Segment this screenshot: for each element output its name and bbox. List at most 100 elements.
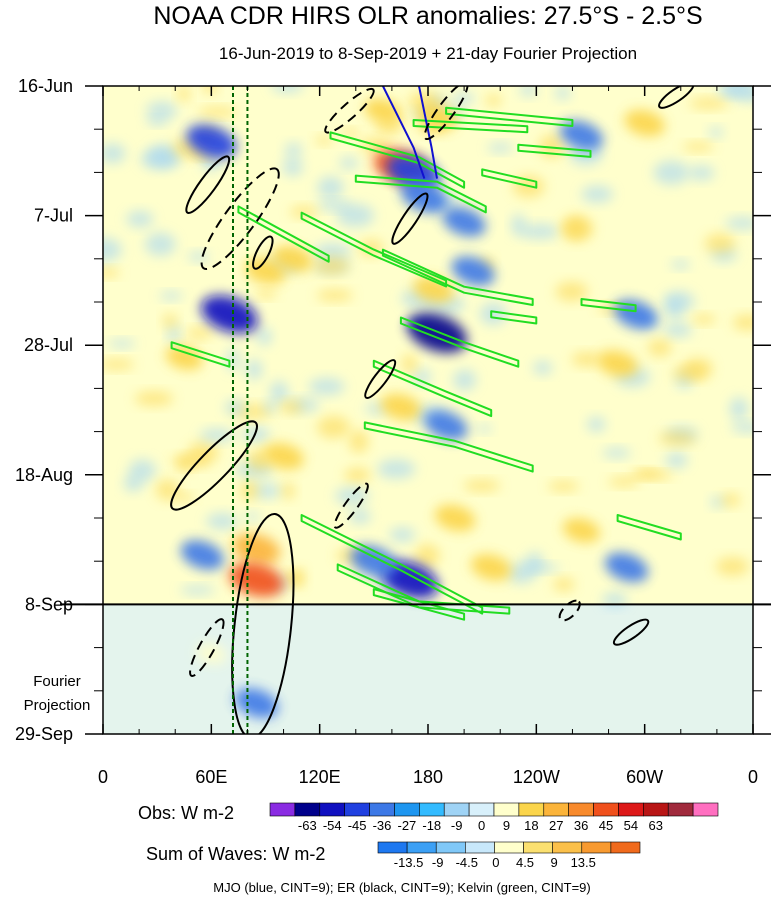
obs-colorbar-swatch bbox=[692, 802, 719, 817]
anomaly-feature bbox=[559, 120, 604, 151]
texture-blob bbox=[349, 429, 369, 454]
texture-blob bbox=[602, 447, 631, 458]
texture-blob bbox=[177, 86, 191, 102]
texture-blob bbox=[146, 117, 168, 126]
texture-blob bbox=[688, 98, 729, 109]
texture-blob bbox=[485, 94, 502, 107]
texture-blob bbox=[710, 496, 726, 508]
y-axis: 16-Jun 7-Jul 28-Jul 18-Aug 8-Sep 29-Sep bbox=[15, 76, 771, 744]
projection-region bbox=[103, 604, 753, 734]
obs-colorbar-swatch bbox=[593, 802, 619, 817]
waves-colorbar-swatch bbox=[406, 841, 437, 854]
obs-colorbar-swatch bbox=[269, 802, 296, 817]
texture-blob bbox=[197, 106, 238, 117]
anomaly-feature bbox=[201, 295, 258, 334]
texture-blob bbox=[519, 224, 560, 240]
anomaly-feature bbox=[350, 545, 398, 577]
y-tick-label: 8-Sep bbox=[25, 594, 73, 614]
obs-colorbar-level: 18 bbox=[524, 818, 538, 833]
texture-blob bbox=[717, 86, 745, 97]
waves-colorbar-level: 13.5 bbox=[571, 855, 596, 870]
texture-blob bbox=[547, 481, 580, 492]
texture-blob bbox=[256, 327, 272, 346]
kelvin-contour bbox=[412, 119, 529, 134]
waves-colorbar-level: 4.5 bbox=[516, 855, 534, 870]
texture-blob bbox=[344, 467, 371, 483]
kelvin-contour bbox=[481, 168, 538, 189]
texture-blob bbox=[146, 101, 178, 120]
texture-blob bbox=[103, 143, 126, 164]
er-contour-dashed bbox=[200, 167, 280, 270]
texture-blob bbox=[126, 210, 154, 228]
obs-colorbar-swatch bbox=[344, 802, 370, 817]
kelvin-contour bbox=[237, 205, 330, 263]
anomaly-feature bbox=[451, 256, 495, 286]
texture-blob bbox=[103, 267, 120, 278]
texture-blob bbox=[144, 232, 176, 256]
texture-blob bbox=[159, 291, 183, 301]
waves-colorbar-swatch bbox=[435, 841, 466, 854]
texture-blob bbox=[339, 157, 359, 170]
obs-colorbar-level: -36 bbox=[373, 818, 392, 833]
texture-blob bbox=[174, 493, 195, 502]
anomaly-feature bbox=[272, 245, 313, 273]
y-tick-label: 29-Sep bbox=[15, 724, 73, 744]
y-tick-label: 16-Jun bbox=[18, 76, 73, 96]
obs-colorbar-level: 27 bbox=[549, 818, 563, 833]
texture-blob bbox=[340, 128, 360, 137]
obs-colorbar-swatch bbox=[618, 802, 644, 817]
obs-colorbar-swatch bbox=[294, 802, 321, 817]
obs-colorbar-level: -45 bbox=[348, 818, 367, 833]
texture-blob bbox=[533, 360, 553, 375]
texture-blob bbox=[682, 142, 714, 152]
anomaly-feature bbox=[180, 540, 224, 570]
kelvin-contour bbox=[329, 131, 466, 189]
texture-blob bbox=[123, 475, 143, 492]
waves-colorbar-swatch bbox=[523, 841, 553, 854]
obs-colorbar-level: 36 bbox=[574, 818, 588, 833]
anomaly-feature bbox=[263, 443, 304, 470]
texture-blob bbox=[691, 314, 717, 324]
mjo-contour bbox=[382, 86, 426, 179]
texture-blob bbox=[180, 585, 216, 595]
wave-contours bbox=[170, 86, 695, 734]
er-contour bbox=[252, 235, 274, 270]
anomaly-feature bbox=[562, 518, 601, 543]
anomaly-feature bbox=[232, 533, 281, 565]
texture-blob bbox=[103, 237, 122, 262]
texture-blob bbox=[663, 322, 693, 338]
kelvin-contour bbox=[300, 211, 448, 288]
texture-blob bbox=[335, 487, 370, 505]
obs-colorbar-swatch bbox=[518, 802, 545, 817]
texture-blob bbox=[314, 256, 350, 275]
obs-colorbar-level: 45 bbox=[599, 818, 613, 833]
texture-blob bbox=[402, 353, 417, 374]
texture-blob bbox=[263, 401, 277, 413]
obs-colorbar-swatch bbox=[319, 802, 345, 817]
obs-colorbar-level: 0 bbox=[478, 818, 485, 833]
texture-blob bbox=[653, 160, 690, 185]
texture-blob bbox=[519, 86, 537, 97]
texture-blob bbox=[336, 203, 375, 228]
chart-title: NOAA CDR HIRS OLR anomalies: 27.5°S - 2.… bbox=[153, 2, 702, 30]
waves-colorbar-label: Sum of Waves: W m-2 bbox=[146, 844, 325, 864]
texture-blob bbox=[708, 127, 724, 138]
er-contour-dashed bbox=[324, 87, 375, 134]
texture-blob bbox=[271, 86, 304, 93]
er-contour bbox=[364, 359, 397, 399]
texture-blob bbox=[278, 400, 305, 414]
texture-blob bbox=[186, 327, 213, 339]
x-tick-label: 120E bbox=[299, 767, 341, 787]
texture-blob bbox=[245, 511, 259, 522]
texture-blob bbox=[349, 509, 371, 524]
texture-blob bbox=[731, 422, 753, 433]
waves-colorbar-swatch bbox=[610, 841, 641, 854]
obs-colorbar-swatch bbox=[468, 802, 495, 817]
anomaly-feature bbox=[470, 554, 512, 581]
texture-blob bbox=[453, 369, 477, 391]
texture-blob bbox=[670, 260, 690, 269]
texture-blob bbox=[317, 176, 344, 199]
anomaly-feature bbox=[245, 257, 286, 285]
obs-colorbar-level: -54 bbox=[323, 818, 342, 833]
